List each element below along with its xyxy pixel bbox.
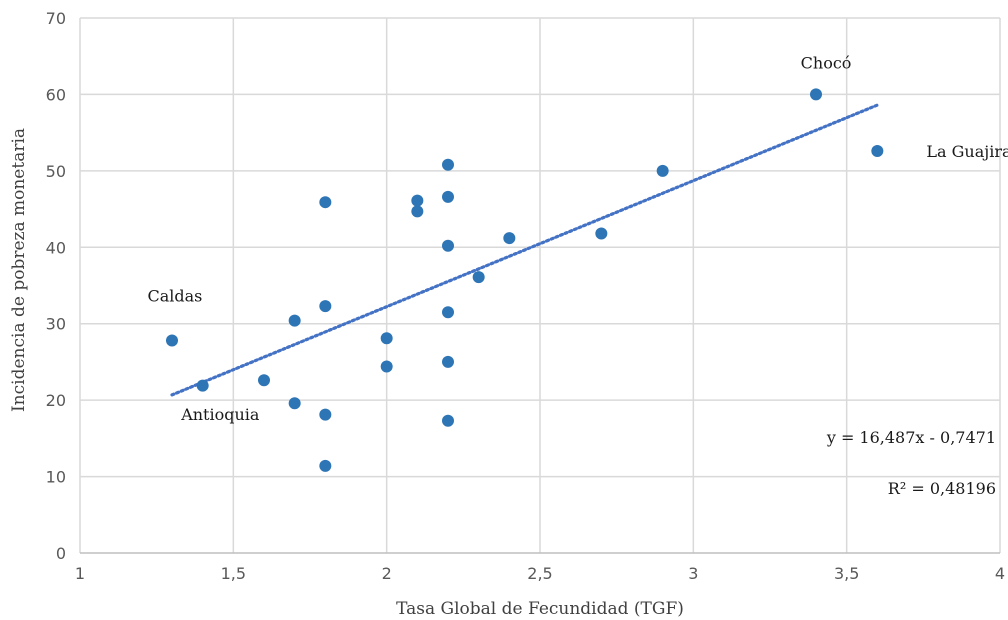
x-tick-label: 1,5 — [221, 564, 246, 583]
y-tick-label: 0 — [56, 544, 66, 563]
axes: 0 10 20 30 40 50 60 70 1 1,5 2 2,5 3 3,5 4 — [46, 9, 1005, 583]
data-point — [656, 164, 669, 177]
y-tick-label: 50 — [46, 162, 66, 181]
y-tick-label: 10 — [46, 468, 66, 487]
data-point — [288, 314, 301, 327]
data-point — [503, 232, 516, 245]
data-point — [871, 144, 884, 157]
point-annotation: Antioquia — [180, 405, 260, 424]
data-points — [166, 88, 884, 472]
data-point — [442, 306, 454, 319]
regression-equation: y = 16,487x - 0,7471 — [826, 428, 996, 447]
x-tick-label: 3 — [688, 564, 698, 583]
y-tick-label: 30 — [46, 315, 66, 334]
data-point — [442, 158, 454, 171]
data-point — [442, 190, 454, 203]
trendline — [170, 103, 879, 397]
point-annotations: Chocó La Guajira Caldas Antioquia — [147, 53, 1008, 424]
data-point — [319, 459, 332, 472]
data-point — [595, 227, 608, 240]
x-tick-label: 3,5 — [834, 564, 859, 583]
data-point — [166, 334, 178, 347]
y-tick-label: 60 — [46, 85, 66, 104]
point-annotation: La Guajira — [926, 142, 1008, 161]
data-point — [319, 300, 332, 313]
data-point — [411, 205, 424, 218]
data-point — [442, 355, 454, 368]
x-tick-label: 1 — [75, 564, 85, 583]
data-point — [380, 360, 393, 373]
r-squared-label: R² = 0,48196 — [888, 479, 996, 498]
trendline-group — [170, 103, 879, 397]
x-axis-title: Tasa Global de Fecundidad (TGF) — [396, 599, 684, 619]
y-tick-label: 40 — [46, 238, 66, 257]
point-annotation: Chocó — [801, 53, 852, 72]
data-point — [442, 239, 454, 252]
data-point — [288, 397, 301, 410]
y-axis-title: Incidencia de pobreza monetaria — [9, 128, 29, 412]
y-tick-label: 70 — [46, 9, 66, 28]
data-point — [380, 332, 393, 345]
x-tick-label: 2,5 — [527, 564, 552, 583]
data-point — [442, 414, 454, 427]
y-tick-label: 20 — [46, 391, 66, 410]
data-point — [411, 194, 424, 207]
gridlines — [79, 17, 1001, 553]
x-tick-label: 2 — [382, 564, 392, 583]
data-point — [319, 408, 332, 421]
data-point — [810, 88, 822, 101]
data-point — [472, 271, 485, 284]
data-point — [258, 374, 270, 387]
data-point — [319, 196, 332, 209]
point-annotation: Caldas — [147, 286, 202, 305]
x-tick-label: 4 — [995, 564, 1005, 583]
data-point — [196, 379, 209, 392]
